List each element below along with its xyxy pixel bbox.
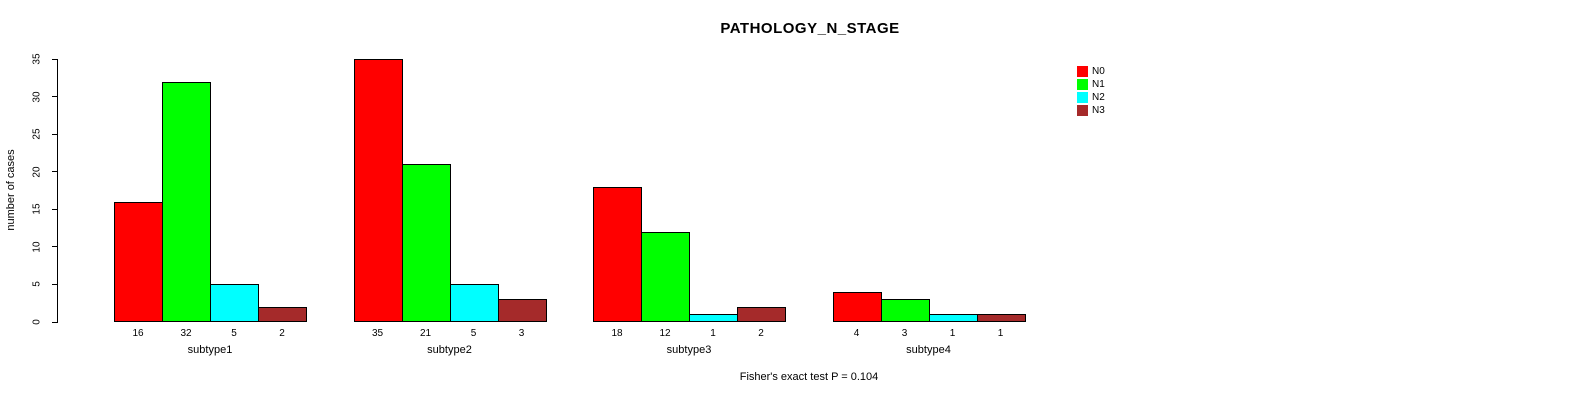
y-tick-label: 35 [31, 53, 43, 65]
y-tick-mark [52, 133, 58, 135]
category-label-subtype3: subtype3 [666, 344, 712, 356]
bar-subtype1-N3 [258, 307, 307, 322]
bar-subtype1-N2 [210, 284, 259, 322]
bar-value-label: 21 [419, 328, 432, 339]
bar-value-label: 12 [659, 328, 671, 339]
bar-value-label: 1 [710, 328, 716, 339]
legend-row-N1: N1 [1077, 79, 1105, 90]
bar-subtype1-N0 [114, 202, 163, 322]
bar-value-label: 3 [901, 328, 908, 339]
bar-subtype3-N2 [689, 314, 738, 322]
legend-swatch-N3 [1077, 105, 1088, 116]
legend-swatch-N1 [1077, 79, 1088, 90]
y-tick-label: 5 [31, 281, 43, 288]
bar-value-label: 5 [231, 328, 237, 339]
bar-subtype1-N1 [162, 82, 211, 322]
y-tick-mark [52, 58, 58, 60]
y-tick-label: 20 [31, 166, 43, 178]
bar-value-label: 3 [518, 328, 525, 339]
chart-title: PATHOLOGY_N_STAGE [720, 20, 900, 37]
y-tick-mark [52, 171, 58, 173]
bar-value-label: 1 [997, 328, 1004, 339]
y-tick-label: 15 [31, 203, 43, 215]
y-axis-line [57, 59, 58, 323]
y-tick-mark [52, 246, 58, 248]
y-tick-label: 30 [31, 91, 43, 103]
bar-subtype2-N2 [449, 284, 499, 322]
y-axis-label: number of cases [5, 149, 17, 231]
legend-row-N3: N3 [1077, 105, 1105, 116]
y-tick-mark [52, 96, 58, 98]
bar-subtype2-N1 [401, 164, 451, 322]
bar-value-label: 16 [132, 328, 144, 339]
bar-subtype3-N3 [737, 307, 786, 322]
category-label-subtype2: subtype2 [427, 344, 472, 356]
legend-label: N3 [1092, 105, 1105, 116]
legend-swatch-N2 [1077, 92, 1088, 103]
category-label-subtype1: subtype1 [187, 344, 233, 356]
bar-subtype3-N0 [593, 187, 642, 322]
legend: N0 N1 N2 N3 [1077, 66, 1105, 118]
legend-row-N0: N0 [1077, 66, 1105, 77]
y-tick-mark [52, 321, 58, 323]
y-tick-mark [52, 208, 58, 210]
legend-row-N2: N2 [1077, 92, 1105, 103]
legend-swatch-N0 [1077, 66, 1088, 77]
y-tick-label: 10 [31, 241, 43, 253]
bar-subtype4-N1 [880, 299, 930, 322]
bar-subtype2-N0 [353, 59, 403, 322]
bar-value-label: 18 [611, 328, 623, 339]
bar-value-label: 2 [279, 328, 285, 339]
bar-value-label: 5 [470, 328, 477, 339]
legend-label: N2 [1092, 92, 1105, 103]
y-tick-mark [52, 283, 58, 285]
bar-subtype4-N2 [928, 314, 978, 322]
legend-label: N0 [1092, 66, 1105, 77]
y-tick-label: 25 [31, 128, 43, 140]
bar-subtype4-N3 [976, 314, 1026, 322]
category-label-subtype4: subtype4 [906, 344, 951, 356]
bar-subtype2-N3 [497, 299, 547, 322]
bar-value-label: 4 [853, 328, 860, 339]
bar-value-label: 35 [371, 328, 384, 339]
legend-label: N1 [1092, 79, 1105, 90]
bar-value-label: 2 [758, 328, 764, 339]
bar-subtype4-N0 [832, 292, 882, 322]
bar-subtype3-N1 [641, 232, 690, 322]
bar-value-label: 1 [949, 328, 956, 339]
bar-value-label: 32 [180, 328, 192, 339]
y-tick-label: 0 [31, 319, 43, 325]
annotation-fisher-test: Fisher's exact test P = 0.104 [739, 371, 879, 383]
